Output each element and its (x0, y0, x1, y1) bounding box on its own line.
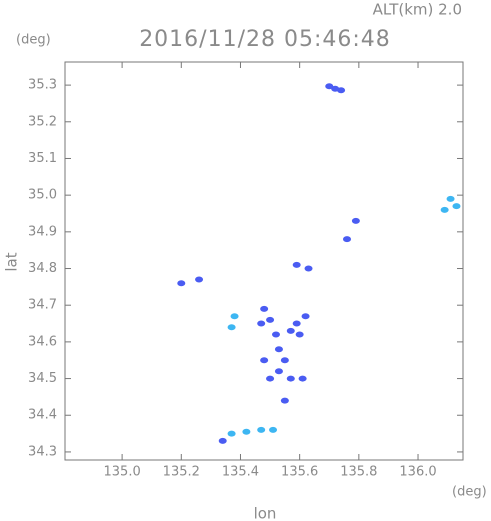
echo (301, 313, 310, 320)
echo (271, 331, 280, 338)
echo (351, 217, 360, 224)
y-tick-label: 34.3 (28, 444, 57, 459)
echo (337, 87, 346, 94)
echo (280, 357, 289, 364)
chart-title: 2016/11/28 05:46:48 (139, 27, 391, 52)
echo (304, 265, 313, 272)
echo (292, 261, 301, 268)
y-tick-label: 35.1 (28, 151, 57, 166)
echo (257, 320, 266, 327)
y-tick-label: 35.2 (28, 114, 57, 129)
echo (269, 426, 278, 433)
echo (195, 276, 204, 283)
echo (230, 313, 239, 320)
echo (242, 428, 251, 435)
y-tick-label: 34.7 (28, 298, 57, 313)
echo (260, 357, 269, 364)
y-axis-label: lat (3, 252, 21, 271)
x-unit: (deg) (452, 485, 487, 500)
x-tick-label: 136.0 (399, 465, 436, 480)
y-tick-label: 35.3 (28, 78, 57, 93)
x-tick-label: 135.8 (340, 465, 377, 480)
x-tick-label: 135.0 (104, 465, 141, 480)
echo (257, 426, 266, 433)
echo (325, 83, 334, 90)
y-tick-label: 34.4 (28, 408, 57, 423)
echo (218, 437, 227, 444)
y-tick-label: 34.9 (28, 224, 57, 239)
echo (177, 280, 186, 287)
echo (266, 375, 275, 382)
plot-frame (64, 61, 464, 461)
echo (440, 206, 449, 213)
y-tick-label: 34.6 (28, 334, 57, 349)
echo (266, 316, 275, 323)
echo (280, 397, 289, 404)
echo (292, 320, 301, 327)
x-axis-label: lon (254, 505, 277, 521)
y-unit: (deg) (16, 33, 51, 48)
echo (227, 324, 236, 331)
echo (274, 346, 283, 353)
echo (298, 375, 307, 382)
echo (274, 368, 283, 375)
y-tick-label: 34.5 (28, 371, 57, 386)
x-tick-label: 135.4 (222, 465, 259, 480)
echo (260, 305, 269, 312)
echo (452, 203, 461, 210)
echo (286, 375, 295, 382)
echo (227, 430, 236, 437)
echo (295, 331, 304, 338)
y-tick-label: 35.0 (28, 188, 57, 203)
echo (286, 327, 295, 334)
x-tick-label: 135.6 (281, 465, 318, 480)
y-tick-label: 34.8 (28, 261, 57, 276)
x-tick-label: 135.2 (163, 465, 200, 480)
echo (446, 195, 455, 202)
altitude-label: ALT(km) 2.0 (373, 1, 462, 19)
echo (343, 236, 352, 243)
